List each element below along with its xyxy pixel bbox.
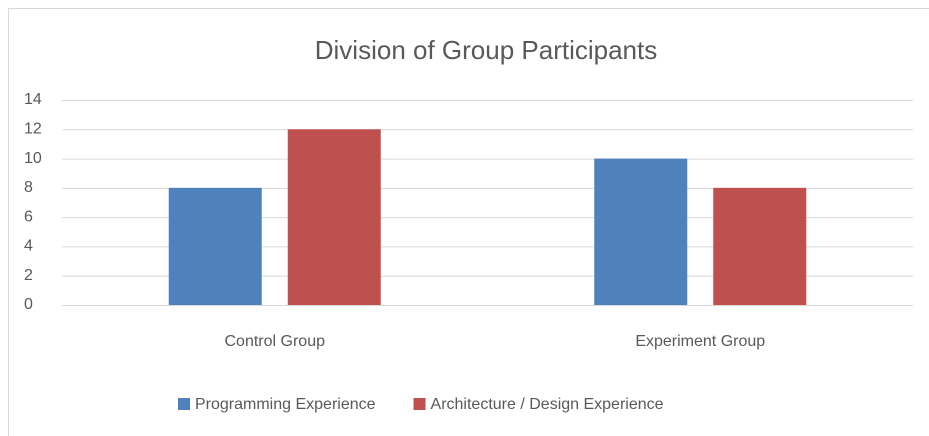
legend-label: Architecture / Design Experience: [431, 396, 664, 413]
y-tick-label: 4: [24, 238, 33, 255]
y-tick-label: 2: [24, 267, 33, 284]
legend-swatch: [413, 398, 426, 410]
y-tick-label: 10: [24, 150, 42, 167]
x-tick-label: Control Group: [225, 333, 326, 350]
y-tick-label: 8: [24, 179, 33, 196]
y-tick-label: 14: [24, 91, 42, 108]
chart-title: Division of Group Participants: [315, 35, 657, 65]
bar: [594, 158, 688, 305]
bar: [287, 129, 381, 305]
x-tick-label: Experiment Group: [635, 333, 765, 350]
y-tick-label: 0: [24, 296, 33, 313]
y-tick-label: 6: [24, 208, 33, 225]
legend-label: Programming Experience: [195, 396, 376, 413]
bar: [713, 187, 807, 305]
bar: [168, 187, 262, 305]
y-tick-label: 12: [24, 121, 42, 138]
legend-swatch: [178, 398, 190, 410]
